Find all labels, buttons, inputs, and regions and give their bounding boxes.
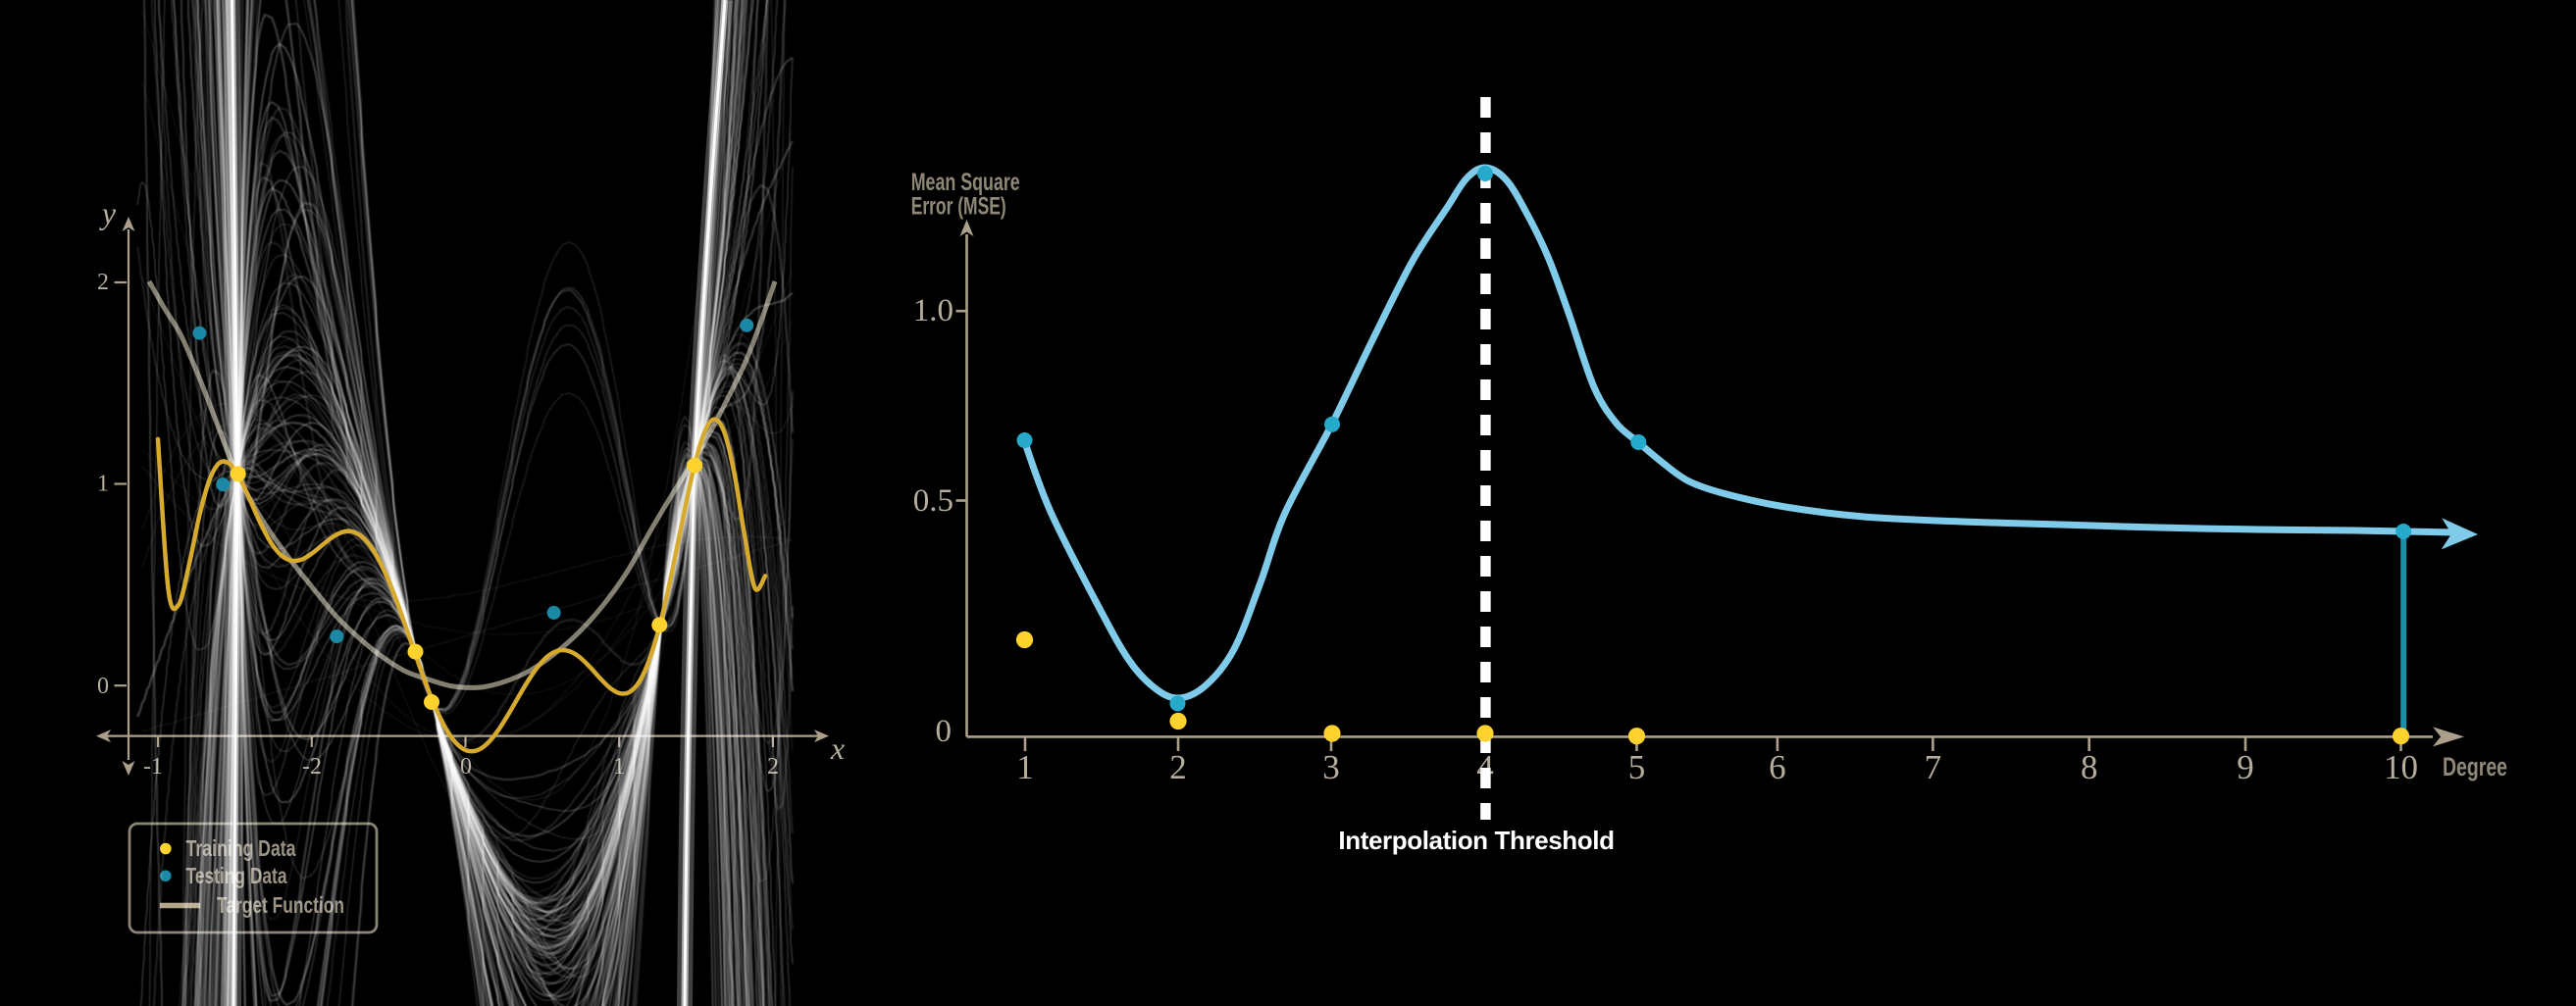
svg-text:Error (MSE): Error (MSE) — [911, 193, 1006, 221]
svg-text:1.0: 1.0 — [913, 293, 953, 328]
svg-text:9: 9 — [2237, 748, 2254, 786]
svg-text:x: x — [830, 730, 845, 766]
svg-text:y: y — [99, 195, 117, 230]
svg-text:5: 5 — [1628, 748, 1646, 786]
svg-text:3: 3 — [1322, 748, 1340, 786]
svg-text:1: 1 — [97, 472, 109, 497]
svg-text:0.5: 0.5 — [913, 483, 953, 519]
svg-text:8: 8 — [2081, 748, 2098, 786]
svg-text:-1: -1 — [143, 754, 163, 780]
svg-text:Mean Square: Mean Square — [911, 169, 1020, 196]
svg-text:6: 6 — [1769, 748, 1786, 786]
svg-text:Interpolation Threshold: Interpolation Threshold — [1338, 826, 1614, 855]
svg-text:Degree: Degree — [2443, 752, 2507, 781]
svg-text:2: 2 — [97, 270, 109, 295]
svg-text:10: 10 — [2384, 748, 2418, 786]
svg-text:0: 0 — [936, 714, 953, 749]
svg-text:0: 0 — [97, 674, 109, 699]
svg-text:7: 7 — [1925, 748, 1942, 786]
svg-text:2: 2 — [1169, 748, 1187, 786]
svg-text:1: 1 — [1016, 748, 1034, 786]
